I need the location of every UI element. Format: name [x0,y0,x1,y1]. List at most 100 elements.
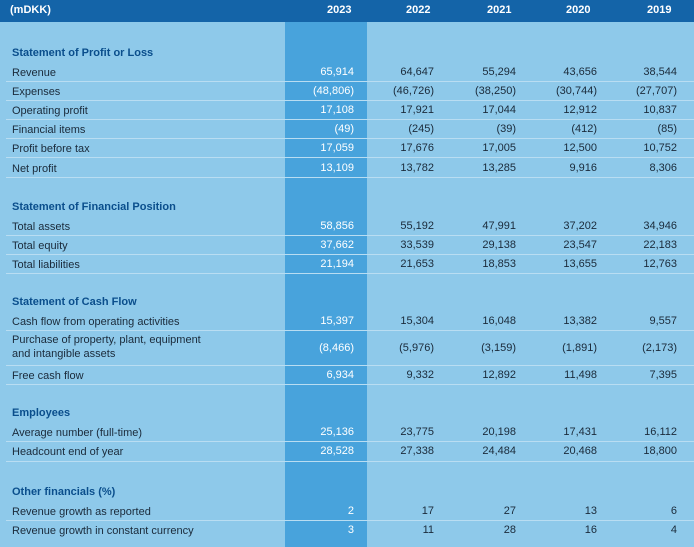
value-2023: 65,914 [320,66,354,78]
row-label: Total assets [12,221,71,233]
row-label: Operating profit [12,105,88,117]
value-2022: 9,332 [406,369,434,381]
row-label: Total liabilities [12,259,80,271]
row-label: Purchase of property, plant, equipment a… [12,334,201,360]
section-title: Statement of Financial Position [12,201,176,213]
row-label: Net profit [12,163,57,175]
value-2020: 17,431 [563,426,597,438]
value-2021: 55,294 [482,66,516,78]
section-title: Employees [12,407,71,419]
row-label: Cash flow from operating activities [12,316,180,328]
value-2021: 24,484 [482,445,516,457]
value-2023: (8,466) [319,342,354,354]
value-2021: 47,991 [482,220,516,232]
value-2021: 17,005 [482,142,516,154]
value-2023: 15,397 [320,315,354,327]
row-label: Profit before tax [12,143,90,155]
value-2021: 18,853 [482,258,516,270]
value-2022: 17,676 [400,142,434,154]
value-2020: (30,744) [556,85,597,97]
value-2020: 13,382 [563,315,597,327]
year-2019: 2019 [647,4,672,16]
value-2020: (1,891) [562,342,597,354]
value-2021: 20,198 [482,426,516,438]
value-2020: 13 [584,505,597,517]
unit-label: (mDKK) [10,4,51,16]
value-2019: 10,752 [643,142,677,154]
value-2019: 38,544 [643,66,677,78]
value-2020: 9,916 [569,162,597,174]
value-2020: 43,656 [563,66,597,78]
current-year-column-highlight [285,22,367,547]
table-header: (mDKK) 2023 2022 2021 2020 2019 [0,0,694,22]
value-2022: (46,726) [393,85,434,97]
value-2021: (3,159) [481,342,516,354]
value-2021: 29,138 [482,239,516,251]
value-2022: 17,921 [400,104,434,116]
value-2023: 37,662 [320,239,354,251]
value-2021: 28 [503,524,516,536]
value-2022: 33,539 [400,239,434,251]
value-2022: 17 [421,505,434,517]
value-2022: 64,647 [400,66,434,78]
year-2020: 2020 [566,4,591,16]
value-2023: (48,806) [313,85,354,97]
value-2023: 3 [347,524,354,536]
value-2019: 10,837 [643,104,677,116]
value-2021: (38,250) [475,85,516,97]
section-title: Other financials (%) [12,486,116,498]
value-2023: 28,528 [320,445,354,457]
value-2021: 16,048 [482,315,516,327]
row-label: Average number (full-time) [12,427,143,439]
value-2020: 20,468 [563,445,597,457]
value-2019: 16,112 [644,426,677,438]
value-2020: 37,202 [563,220,597,232]
value-2023: 13,109 [320,162,354,174]
value-2021: 17,044 [482,104,516,116]
value-2022: 15,304 [400,315,434,327]
value-2019: (85) [657,123,677,135]
row-label: Total equity [12,240,68,252]
value-2020: 13,655 [563,258,597,270]
value-2023: 2 [347,505,354,517]
value-2023: 25,136 [320,426,354,438]
row-label: Revenue growth as reported [12,506,151,518]
value-2019: 4 [670,524,677,536]
value-2019: 12,763 [643,258,677,270]
value-2019: 6 [670,505,677,517]
value-2021: 12,892 [482,369,516,381]
year-2021: 2021 [487,4,512,16]
value-2022: 21,653 [400,258,434,270]
value-2023: 17,059 [320,142,354,154]
value-2019: (2,173) [642,342,677,354]
section-title: Statement of Cash Flow [12,296,137,308]
value-2020: (412) [571,123,597,135]
value-2019: 9,557 [649,315,677,327]
value-2019: 18,800 [643,445,677,457]
row-label: Expenses [12,86,61,98]
value-2019: 7,395 [649,369,677,381]
value-2023: 58,856 [320,220,354,232]
value-2021: 13,285 [482,162,516,174]
value-2020: 23,547 [563,239,597,251]
value-2020: 16 [584,524,597,536]
value-2021: (39) [496,123,516,135]
value-2023: (49) [334,123,354,135]
value-2022: (245) [408,123,434,135]
row-label: Revenue [12,67,57,79]
row-label: Revenue growth in constant currency [12,525,194,537]
row-label: Free cash flow [12,370,84,382]
value-2022: (5,976) [399,342,434,354]
value-2022: 13,782 [400,162,434,174]
row-label: Financial items [12,124,86,136]
value-2019: 34,946 [643,220,677,232]
value-2022: 11 [422,524,434,536]
section-title: Statement of Profit or Loss [12,47,154,59]
year-2022: 2022 [406,4,431,16]
value-2022: 27,338 [400,445,434,457]
value-2019: (27,707) [636,85,677,97]
value-2019: 22,183 [643,239,677,251]
value-2023: 17,108 [320,104,354,116]
value-2020: 12,912 [563,104,597,116]
value-2022: 23,775 [400,426,434,438]
